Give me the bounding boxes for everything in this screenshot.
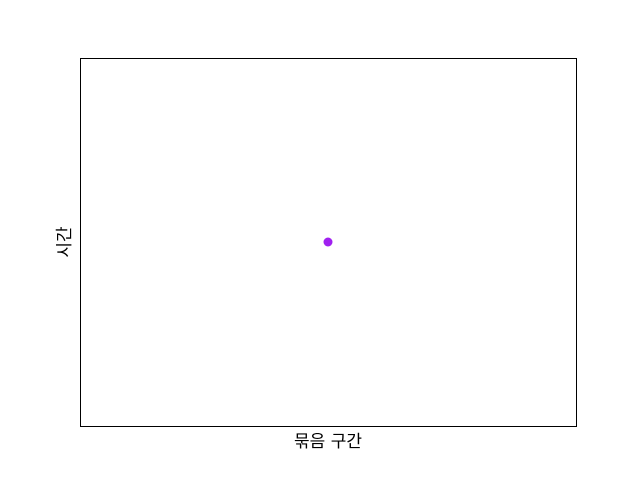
- y-axis-label: 시간: [55, 226, 75, 258]
- plot-area-frame: [80, 58, 577, 427]
- points-layer: [323, 237, 333, 247]
- data-point-0: [323, 237, 333, 247]
- x-axis-label: 묶음 구간: [294, 432, 362, 452]
